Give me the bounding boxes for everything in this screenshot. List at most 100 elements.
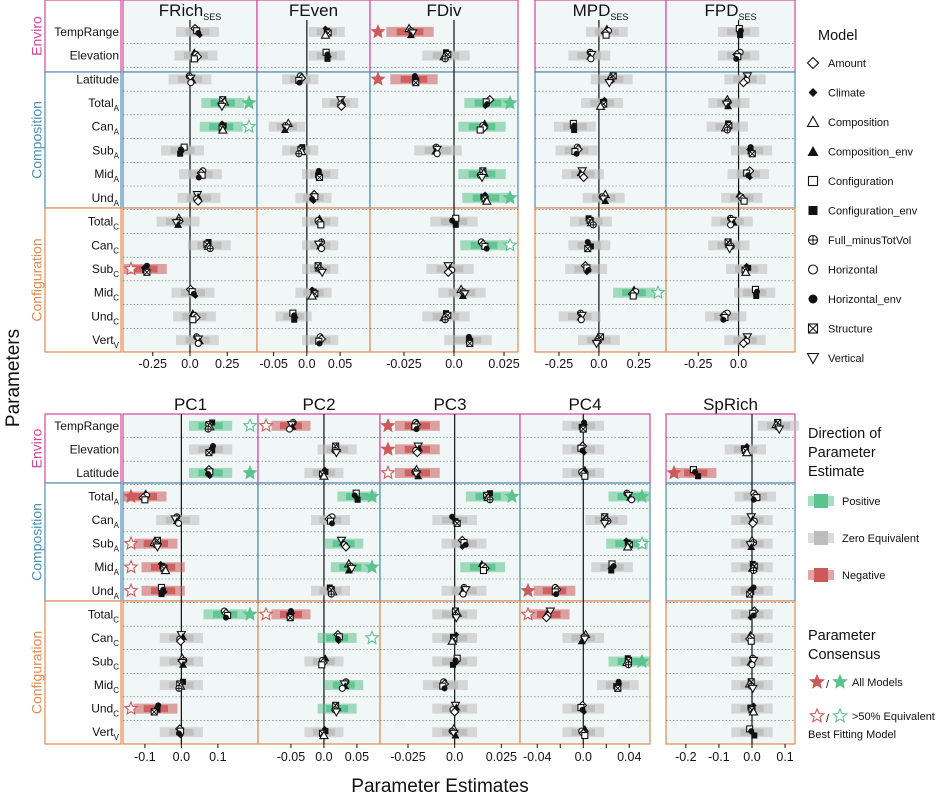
- tick-label: 0.0: [743, 750, 760, 764]
- circle-plus-cross: [724, 127, 731, 134]
- configuration-env-marker: [737, 32, 744, 39]
- climate-marker: [310, 198, 317, 205]
- tick-label: -0.25: [139, 357, 168, 371]
- horizontal-env-marker: [329, 520, 336, 527]
- consensus-star: [634, 535, 650, 551]
- tick-label: 0.025: [486, 750, 517, 764]
- group-box-composition: [44, 71, 122, 209]
- composition-marker: [748, 706, 759, 716]
- structure-marker: [748, 150, 756, 158]
- consensus-star: [502, 189, 518, 205]
- row-label: TotalC: [88, 215, 119, 232]
- panel-row-bottom: Enviro Composition Configuration TempRange E…: [29, 395, 800, 764]
- panel-title: FEven: [289, 1, 338, 20]
- panel-bg-configuration: [122, 600, 259, 745]
- structure-marker: [584, 245, 592, 253]
- tick-label: 0.05: [328, 357, 352, 371]
- vertical-marker: [724, 245, 735, 254]
- amount-marker: [336, 101, 347, 112]
- composition-marker: [217, 124, 228, 134]
- climate-marker: [206, 473, 213, 480]
- climate-marker: [581, 708, 588, 715]
- square-x-cross: [205, 449, 213, 457]
- direction-swatch-inner: [814, 568, 828, 582]
- circle-plus-cross: [590, 221, 597, 228]
- tick-label: 0.05: [345, 750, 369, 764]
- horizontal-marker: [727, 221, 735, 229]
- amount-marker: [175, 636, 186, 647]
- consensus-star: [380, 417, 396, 433]
- configuration-marker: [317, 221, 325, 229]
- vertical-marker: [451, 614, 462, 623]
- amount-marker: [541, 612, 552, 623]
- vertical-marker: [152, 543, 163, 553]
- horizontal-marker: [194, 339, 202, 347]
- star-separator: /: [826, 713, 830, 725]
- tick-label: 0.0: [575, 750, 592, 764]
- structure-marker: [412, 79, 420, 87]
- tick-label: -0.04: [523, 750, 552, 764]
- square-x-cross: [746, 590, 754, 598]
- row-label: TotalA: [88, 490, 119, 507]
- tick-label: 0.0: [298, 357, 315, 371]
- panel-bg-configuration: [379, 600, 521, 745]
- amount-marker: [738, 77, 749, 88]
- consensus-star: [123, 261, 139, 276]
- composition-env-marker: [344, 566, 353, 574]
- tick-label: 0.1: [209, 750, 226, 764]
- composition-marker: [320, 30, 331, 39]
- vertical-marker: [747, 684, 758, 694]
- climate-marker: [459, 543, 466, 550]
- composition-marker: [307, 290, 318, 300]
- configuration-env-marker: [449, 661, 456, 668]
- configuration-marker: [189, 316, 197, 324]
- configuration-env-marker: [158, 591, 165, 598]
- circle-plus-cross: [625, 661, 632, 668]
- climate-marker: [335, 638, 342, 645]
- panel-bg-configuration: [534, 207, 667, 353]
- consensus-star: [123, 535, 139, 551]
- tick-label: 0.025: [488, 357, 519, 371]
- row-label: MidA: [94, 560, 119, 577]
- configuration-marker: [581, 472, 589, 480]
- composition-env-marker: [747, 542, 756, 550]
- direction-legend-label: Positive: [842, 496, 881, 508]
- panel-title: PC2: [302, 395, 335, 414]
- climate-marker: [808, 88, 818, 97]
- climate-marker: [196, 32, 203, 39]
- star-separator: /: [826, 679, 830, 691]
- direction-swatch-inner: [814, 531, 828, 545]
- structure-marker: [579, 425, 587, 433]
- vertical-marker: [774, 425, 785, 435]
- consensus-star: [241, 118, 257, 134]
- composition-env-marker: [414, 472, 423, 480]
- tick-label: -0.25: [684, 357, 713, 371]
- row-label: MidC: [94, 286, 119, 303]
- vertical-marker: [591, 339, 602, 349]
- row-label: SubC: [92, 262, 119, 279]
- panel-title: PC3: [433, 395, 466, 414]
- full-minus-totvol-marker: [807, 234, 819, 246]
- horizontal-env-marker: [553, 591, 560, 598]
- full-minus-totvol-marker: [723, 126, 731, 134]
- panel-title: SpRich: [703, 395, 758, 414]
- consensus-star: [666, 464, 682, 480]
- panel-pc3: -0.025 0.0 0.025 PC3: [379, 395, 521, 764]
- square-x-cross: [748, 150, 756, 158]
- row-label: CanA: [92, 513, 120, 530]
- model-legend-label: Composition_env: [828, 147, 913, 159]
- square-x-cross: [614, 685, 622, 692]
- model-legend-label: Horizontal_env: [828, 294, 902, 306]
- structure-marker: [466, 339, 474, 347]
- composition-env-marker: [724, 102, 733, 110]
- composition-env-marker: [174, 220, 183, 228]
- consensus-star: [650, 284, 666, 300]
- panel-pc4: -0.04 0.0 0.04 PC4: [519, 395, 651, 764]
- composition-env-marker: [451, 731, 460, 739]
- panel-pc2: -0.05 0.0 0.05 PC2: [257, 395, 381, 764]
- group-box-enviro: [44, 0, 122, 73]
- configuration-marker: [479, 566, 488, 575]
- full-minus-totvol-marker: [589, 221, 597, 229]
- tick-label: 0.0: [590, 357, 607, 371]
- tick-label: -0.025: [386, 357, 421, 371]
